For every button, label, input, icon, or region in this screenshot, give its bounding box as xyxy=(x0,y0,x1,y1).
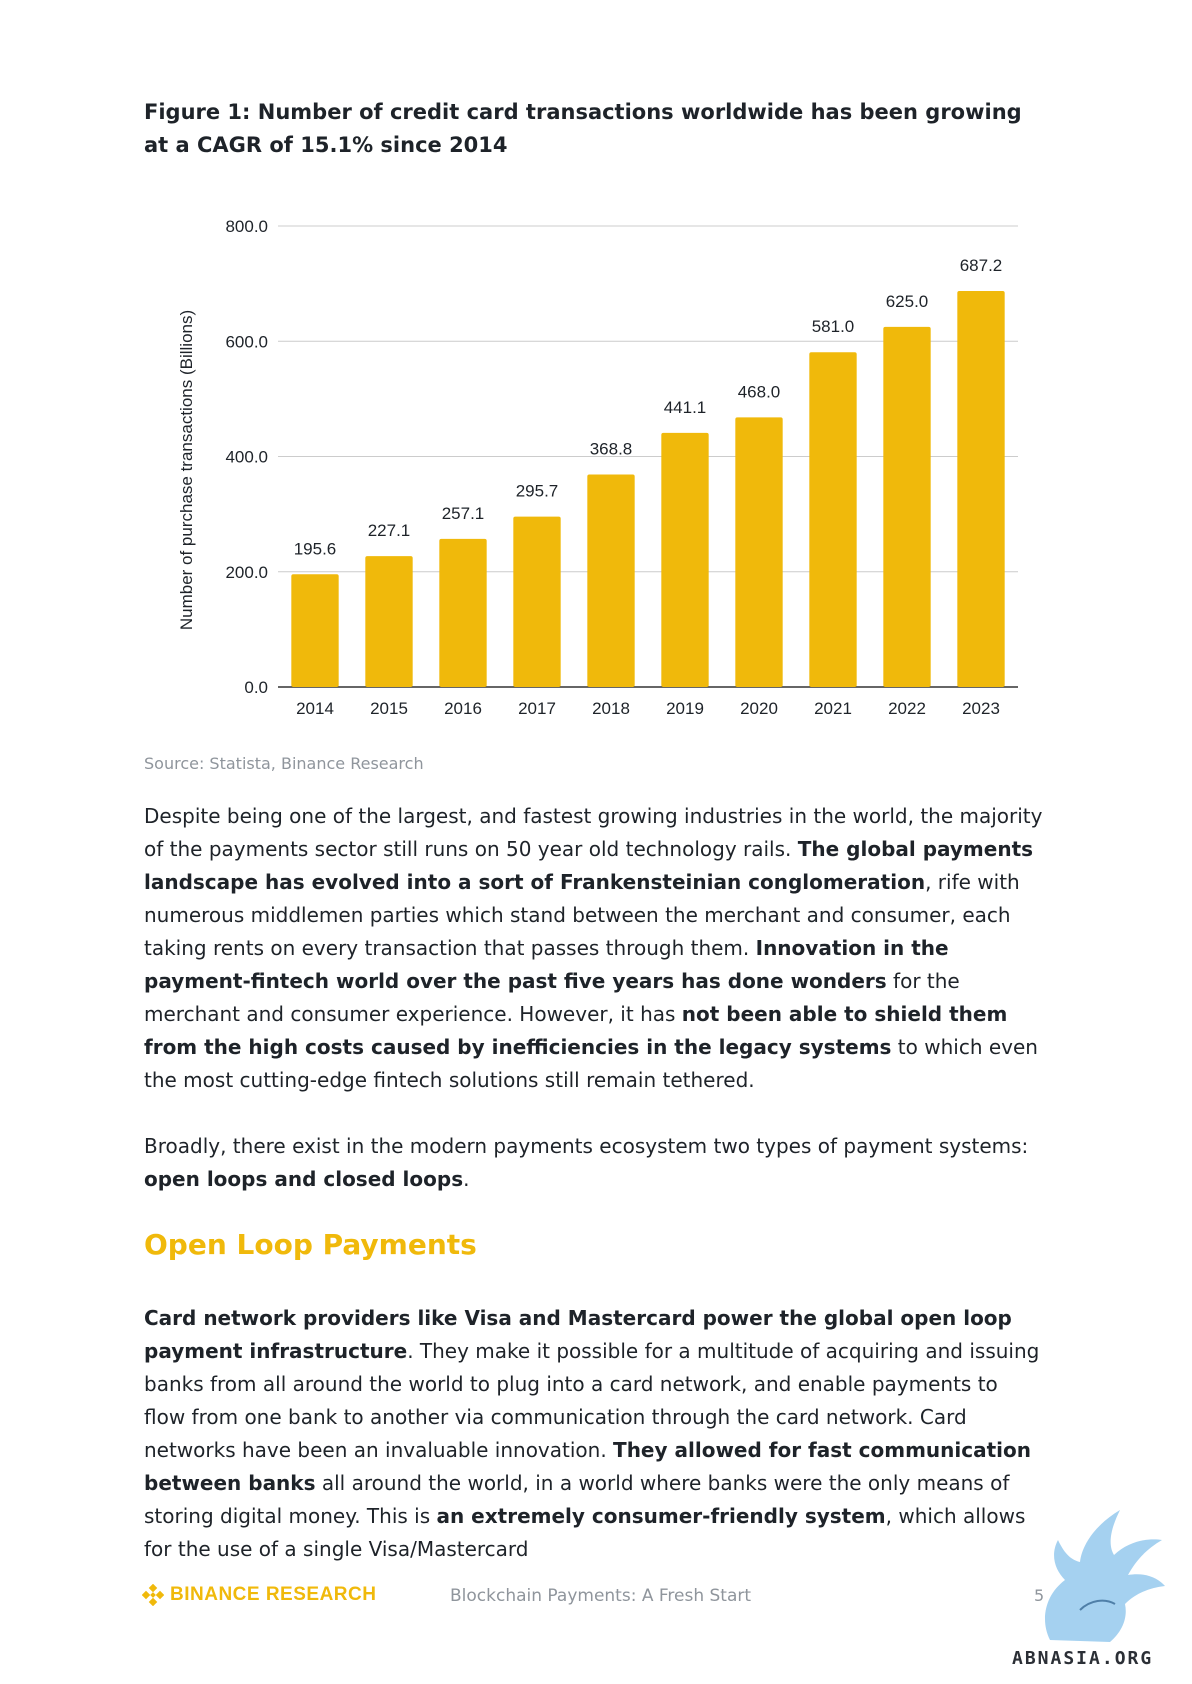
bold-run: They allowed for fast communication betw… xyxy=(144,1438,1032,1495)
bold-run: not been able to shield them from the hi… xyxy=(144,1002,1008,1059)
x-tick-label: 2017 xyxy=(518,699,556,718)
chart-y-ticks: 0.0 200.0 400.0 600.0 800.0 xyxy=(225,217,268,697)
bold-run: open loops and closed loops xyxy=(144,1167,464,1191)
x-tick-label: 2015 xyxy=(370,699,408,718)
bar-value-label: 257.1 xyxy=(442,504,485,523)
bar-value-label: 227.1 xyxy=(368,521,411,540)
text-run: . They make it possible for a multitude … xyxy=(144,1339,1040,1462)
footer-doc-title: Blockchain Payments: A Fresh Start xyxy=(450,1586,752,1606)
page-number: 5 xyxy=(1034,1586,1045,1605)
bar-value-label: 468.0 xyxy=(738,382,781,401)
bold-run: Card network providers like Visa and Mas… xyxy=(144,1306,1012,1363)
text-run: all around the world, in a world where b… xyxy=(144,1471,1010,1528)
footer-brand-name: BINANCE RESEARCH xyxy=(170,1584,377,1605)
text-run: Broadly, there exist in the modern payme… xyxy=(144,1134,1029,1158)
x-tick-label: 2020 xyxy=(740,699,778,718)
bar-2018 xyxy=(587,474,635,687)
x-tick-label: 2014 xyxy=(296,699,334,718)
text-run: Despite being one of the largest, and fa… xyxy=(144,804,1043,861)
x-tick-label: 2018 xyxy=(592,699,630,718)
bar-value-label: 195.6 xyxy=(294,539,337,558)
figure-source: Source: Statista, Binance Research xyxy=(144,754,424,773)
bar-value-label: 368.8 xyxy=(590,439,633,458)
paragraph-3: Card network providers like Visa and Mas… xyxy=(144,1302,1044,1566)
section-heading: Open Loop Payments xyxy=(144,1228,477,1261)
bold-run: an extremely consumer-friendly system xyxy=(436,1504,886,1528)
bar-2014 xyxy=(291,574,339,687)
text-run: for the merchant and consumer experience… xyxy=(144,969,960,1026)
x-tick-label: 2023 xyxy=(962,699,1000,718)
figure-title: Figure 1: Number of credit card transact… xyxy=(144,100,1022,157)
footer-brand: BINANCE RESEARCH xyxy=(142,1584,376,1606)
text-run: , which allows for the use of a single V… xyxy=(144,1504,1026,1561)
y-axis-label: Number of purchase transactions (Billion… xyxy=(177,310,196,630)
chart-value-labels: 195.6 227.1 257.1 295.7 368.8 441.1 468.0 581.0… xyxy=(294,256,1003,558)
bar-2017 xyxy=(513,516,561,687)
paragraph-2: Broadly, there exist in the modern payme… xyxy=(144,1130,1044,1196)
y-tick-label: 400.0 xyxy=(225,448,268,467)
bar-value-label: 441.1 xyxy=(664,398,707,417)
bar-2021 xyxy=(809,352,857,687)
y-tick-label: 800.0 xyxy=(225,217,268,236)
y-tick-label: 600.0 xyxy=(225,332,268,351)
bar-2020 xyxy=(735,417,783,687)
x-tick-label: 2016 xyxy=(444,699,482,718)
bar-value-label: 581.0 xyxy=(812,317,855,336)
bar-2015 xyxy=(365,556,413,687)
x-tick-label: 2019 xyxy=(666,699,704,718)
x-tick-label: 2022 xyxy=(888,699,926,718)
y-tick-label: 0.0 xyxy=(244,678,268,697)
bar-2022 xyxy=(883,326,931,687)
bar-2019 xyxy=(661,432,709,687)
chart-bars xyxy=(291,291,1005,687)
text-run: to which even the most cutting-edge fint… xyxy=(144,1035,1038,1092)
bar-2016 xyxy=(439,538,487,687)
bold-run: Innovation in the payment-fintech world … xyxy=(144,936,949,993)
griffin-logo-icon xyxy=(1045,1510,1165,1642)
x-tick-label: 2021 xyxy=(814,699,852,718)
bar-value-label: 625.0 xyxy=(886,292,929,311)
bar-chart: 195.6 227.1 257.1 295.7 368.8 441.1 468.0 581.0… xyxy=(177,217,1018,718)
bar-value-label: 687.2 xyxy=(960,256,1003,275)
text-run: , rife with numerous middlemen parties w… xyxy=(144,870,1020,960)
bar-2023 xyxy=(957,291,1005,687)
chart-x-ticks: 2014 2015 2016 2017 2018 2019 2020 2021 2022 2023 xyxy=(296,699,1000,718)
y-tick-label: 200.0 xyxy=(225,563,268,582)
paragraph-1: Despite being one of the largest, and fa… xyxy=(144,800,1044,1097)
watermark-text: ABNASIA.ORG xyxy=(1012,1648,1154,1669)
binance-logo-icon xyxy=(142,1584,164,1606)
bold-run: The global payments landscape has evolve… xyxy=(144,837,1034,894)
bar-value-label: 295.7 xyxy=(516,482,559,501)
text-run: . xyxy=(463,1167,470,1191)
